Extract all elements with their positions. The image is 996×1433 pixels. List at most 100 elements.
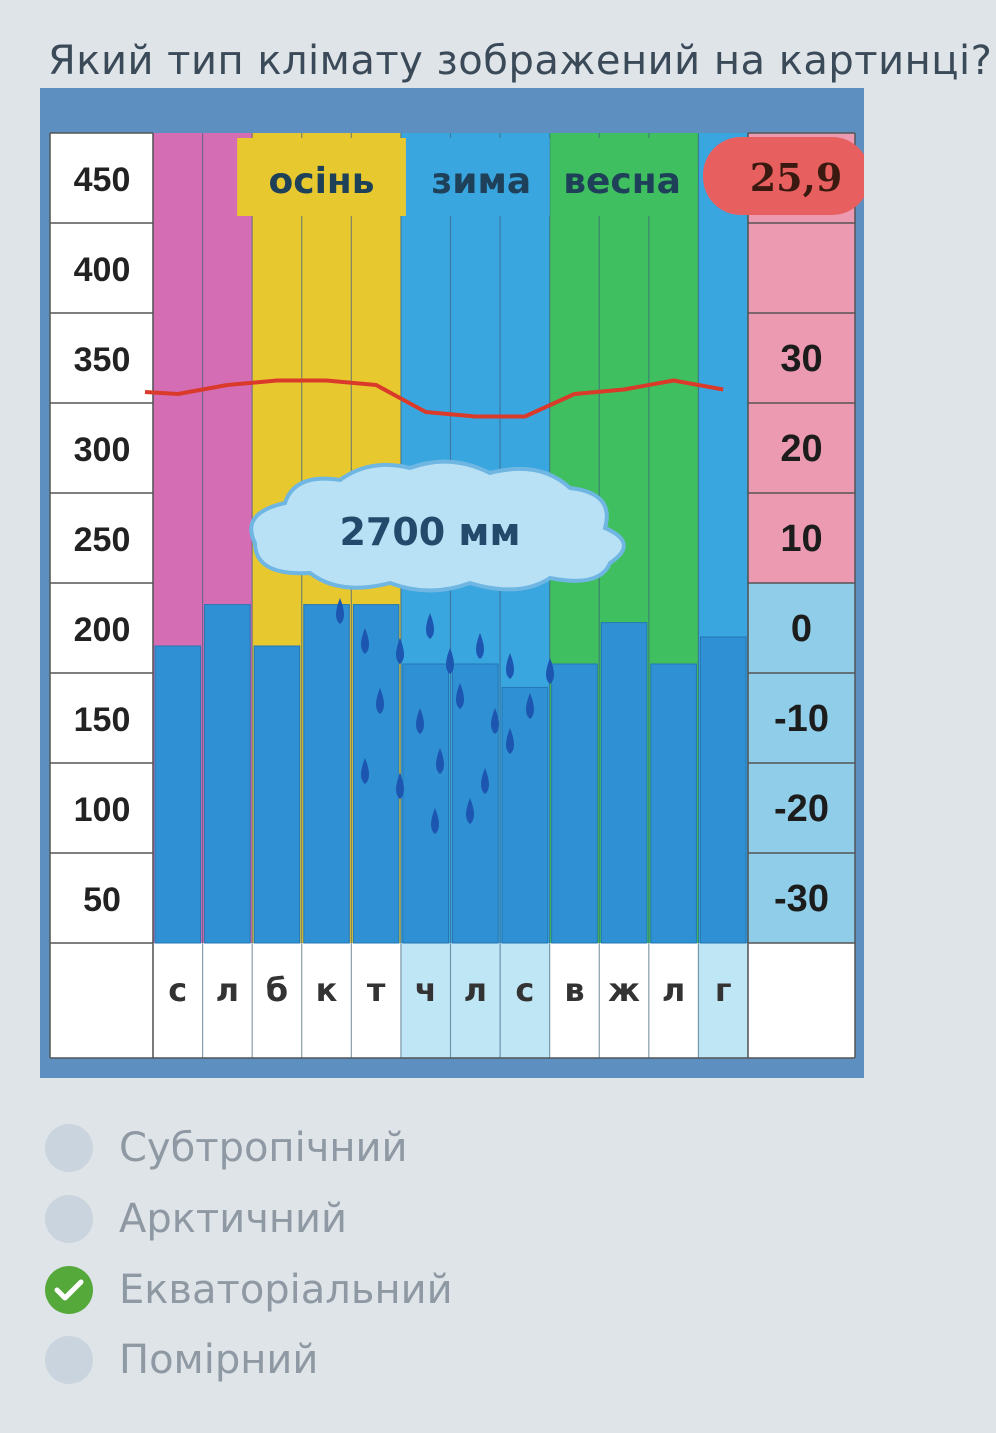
precip-tick-label: 200 — [74, 611, 131, 649]
rain-drop — [491, 708, 499, 734]
temperature-tick-label: -30 — [774, 878, 829, 920]
radio-button[interactable] — [45, 1195, 93, 1243]
option-equatorial[interactable]: Екваторіальний — [45, 1264, 453, 1316]
option-label: Арктичний — [119, 1196, 347, 1242]
option-arctic[interactable]: Арктичний — [45, 1193, 347, 1245]
option-label: Помірний — [119, 1337, 319, 1383]
option-temperate[interactable]: Помірний — [45, 1334, 318, 1386]
precip-bar — [699, 636, 747, 944]
precip-tick-label: 50 — [83, 881, 121, 919]
precip-tick-label: 250 — [74, 521, 131, 559]
month-label: л — [464, 971, 487, 1009]
rain-drop — [396, 773, 404, 799]
month-label: г — [715, 971, 732, 1009]
precip-bar — [253, 645, 301, 944]
temperature-tick-label: 20 — [780, 428, 822, 470]
rain-drop — [481, 768, 489, 794]
month-label: т — [367, 971, 386, 1009]
precip-bar — [650, 663, 697, 944]
month-cell — [599, 943, 649, 1058]
precip-tick-label: 150 — [74, 701, 131, 739]
rain-drop — [466, 798, 474, 824]
month-cell — [301, 943, 352, 1058]
month-cell — [549, 943, 600, 1058]
month-cell — [351, 943, 401, 1058]
month-cell — [450, 943, 501, 1058]
rain-drop — [456, 683, 464, 709]
total-precipitation-label: 2700 мм — [339, 510, 520, 554]
season-label-box — [412, 138, 550, 216]
precip-bar — [452, 663, 499, 944]
month-label: в — [564, 971, 584, 1009]
rain-drop — [436, 748, 444, 774]
left-axis-panel — [50, 133, 153, 1058]
checkmark-icon — [54, 1279, 84, 1301]
month-label: к — [316, 971, 338, 1009]
month-cell — [698, 943, 748, 1058]
rain-drop — [506, 653, 514, 679]
precip-bar — [352, 604, 400, 944]
temperature-tick-label: 30 — [780, 338, 822, 380]
month-label: л — [662, 971, 685, 1009]
rain-drop — [426, 613, 434, 639]
precip-bar — [600, 622, 648, 944]
rain-drop — [476, 633, 484, 659]
precip-tick-label: 350 — [74, 341, 131, 379]
option-subtropical[interactable]: Субтропічний — [45, 1122, 407, 1174]
precip-bar — [501, 686, 549, 944]
precip-bar — [402, 663, 449, 944]
rain-drop — [526, 693, 534, 719]
season-label: осінь — [269, 161, 375, 202]
rain-drop — [396, 638, 404, 664]
season-label-box — [237, 138, 406, 216]
rain-drop — [446, 648, 454, 674]
question-text: Який тип клімату зображений на картинці? — [48, 38, 993, 84]
precip-tick-label: 400 — [74, 251, 131, 289]
precip-bar — [204, 604, 251, 944]
month-cell — [202, 943, 253, 1058]
precip-tick-label: 450 — [74, 161, 131, 199]
precip-bar — [303, 604, 350, 944]
radio-button-checked[interactable] — [45, 1266, 93, 1314]
season-label-box — [552, 138, 692, 216]
season-label: зима — [431, 161, 531, 202]
precip-bar — [154, 645, 202, 944]
temperature-tick-label: -20 — [774, 788, 829, 830]
rain-drop — [376, 688, 384, 714]
rain-drop — [506, 728, 514, 754]
temperature-tick-label: -10 — [774, 698, 829, 740]
temperature-tick-label: 10 — [780, 518, 822, 560]
month-label: с — [168, 971, 187, 1009]
month-label: ч — [415, 971, 437, 1009]
climatogram-chart: 2700 мм осінь зима весна 25,945040035030025… — [49, 132, 864, 1059]
precip-tick-label: 100 — [74, 791, 131, 829]
rain-drop — [546, 658, 554, 684]
month-label: ж — [608, 971, 640, 1009]
precipitation-cloud: 2700 мм — [249, 459, 626, 593]
month-label: л — [216, 971, 239, 1009]
rain-drop — [361, 628, 369, 654]
radio-button[interactable] — [45, 1124, 93, 1172]
rain-drop — [336, 598, 344, 624]
month-label: б — [266, 971, 288, 1009]
month-cell — [500, 943, 550, 1058]
month-label: с — [515, 971, 534, 1009]
month-cell — [153, 943, 203, 1058]
rain-drop — [431, 808, 439, 834]
precip-bar — [551, 663, 598, 944]
climate-chart-frame: 2700 мм осінь зима весна 25,9 450 400 350 300 25… — [40, 88, 864, 1078]
rain-drop — [361, 758, 369, 784]
radio-button[interactable] — [45, 1336, 93, 1384]
mean-temperature-label: 25,9 — [750, 155, 843, 200]
temperature-tick-label: 0 — [791, 608, 812, 650]
option-label: Екваторіальний — [119, 1267, 453, 1313]
mean-temperature-badge — [703, 137, 864, 215]
month-cell — [400, 943, 451, 1058]
month-cell — [648, 943, 699, 1058]
season-label: весна — [563, 161, 681, 202]
precip-tick-label: 300 — [74, 431, 131, 469]
rain-drop — [416, 708, 424, 734]
option-label: Субтропічний — [119, 1125, 408, 1171]
month-cell — [252, 943, 302, 1058]
temperature-line — [144, 378, 724, 419]
